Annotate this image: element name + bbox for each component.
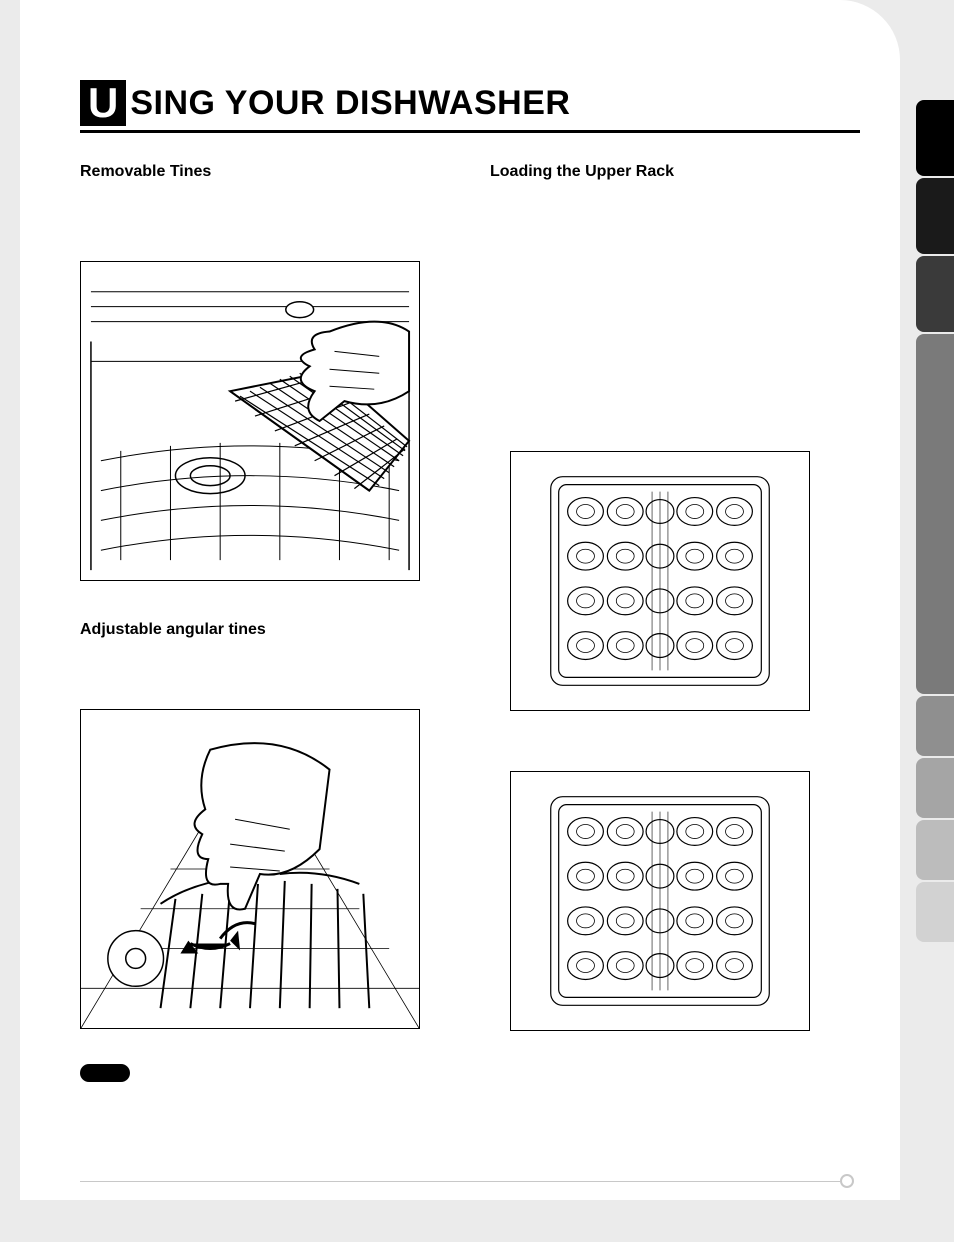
figure-upper-rack-a — [510, 451, 810, 711]
side-tab-3 — [916, 334, 954, 694]
side-tab-index — [916, 100, 954, 944]
side-tab-7 — [916, 882, 954, 942]
content-columns: Removable Tines — [80, 163, 860, 1087]
side-tab-2 — [916, 256, 954, 332]
title-text: SING YOUR DISHWASHER — [130, 84, 570, 123]
heading-removable-tines: Removable Tines — [80, 163, 450, 181]
heading-upper-rack: Loading the Upper Rack — [490, 163, 860, 181]
illustration-adjustable-tines — [81, 709, 419, 1029]
right-column: Loading the Upper Rack — [490, 163, 860, 1087]
figure-upper-rack-b — [510, 771, 810, 1031]
figure-adjustable-tines — [80, 709, 420, 1029]
figure-removable-tines — [80, 261, 420, 581]
heading-adjustable-tines: Adjustable angular tines — [80, 621, 450, 639]
illustration-upper-rack-a — [511, 451, 809, 711]
illustration-upper-rack-b — [511, 771, 809, 1031]
side-tab-1 — [916, 178, 954, 254]
side-tab-4 — [916, 696, 954, 756]
page-title-row: U SING YOUR DISHWASHER — [80, 80, 860, 133]
illustration-removable-tines — [81, 261, 419, 581]
side-tab-6 — [916, 820, 954, 880]
note-marker — [80, 1064, 130, 1082]
left-column: Removable Tines — [80, 163, 450, 1087]
side-tab-5 — [916, 758, 954, 818]
footer-dot — [840, 1174, 854, 1188]
footer-rule — [80, 1181, 840, 1182]
side-tab-0 — [916, 100, 954, 176]
title-dropcap: U — [80, 80, 126, 126]
manual-page: U SING YOUR DISHWASHER Removable Tines — [20, 0, 900, 1200]
